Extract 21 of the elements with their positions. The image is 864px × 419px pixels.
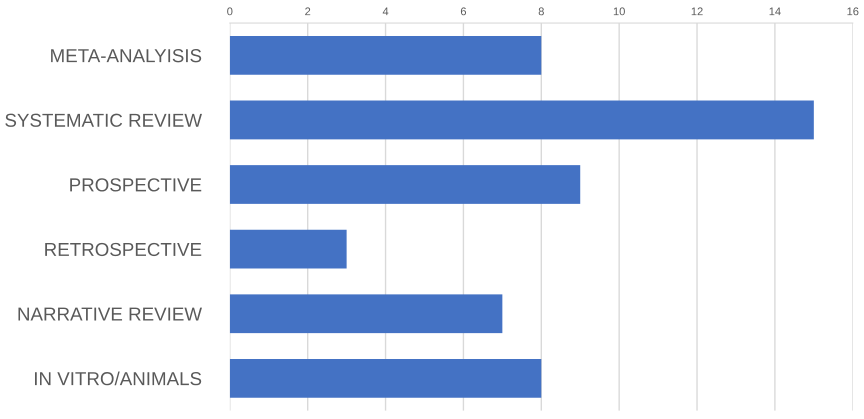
bar	[230, 100, 814, 140]
x-tick-label: 4	[382, 8, 388, 16]
bar	[230, 230, 347, 269]
y-tick-label: IN VITRO/ANIMALS	[35, 372, 202, 386]
x-tick-label: 12	[692, 7, 703, 16]
y-tick-label: RETROSPECTIVE	[45, 242, 202, 256]
x-tick-label: 16	[847, 7, 858, 16]
x-tick-label: 8	[538, 7, 544, 16]
y-tick-label: PROSPECTIVE	[70, 178, 202, 192]
bar	[230, 294, 502, 334]
bar	[230, 358, 542, 398]
x-tick-label: 6	[460, 7, 466, 16]
y-tick-label: META-ANALYISIS	[51, 49, 202, 62]
bar	[230, 165, 580, 204]
x-tick-label: 14	[770, 8, 781, 16]
x-tick-label: 2	[305, 7, 310, 16]
y-tick-label: NARRATIVE REVIEW	[18, 308, 202, 321]
x-tick-label: 0	[227, 7, 232, 16]
x-tick-label: 10	[614, 7, 625, 16]
bar	[230, 36, 542, 75]
y-tick-label: SYSTEMATIC REVIEW	[5, 114, 202, 127]
